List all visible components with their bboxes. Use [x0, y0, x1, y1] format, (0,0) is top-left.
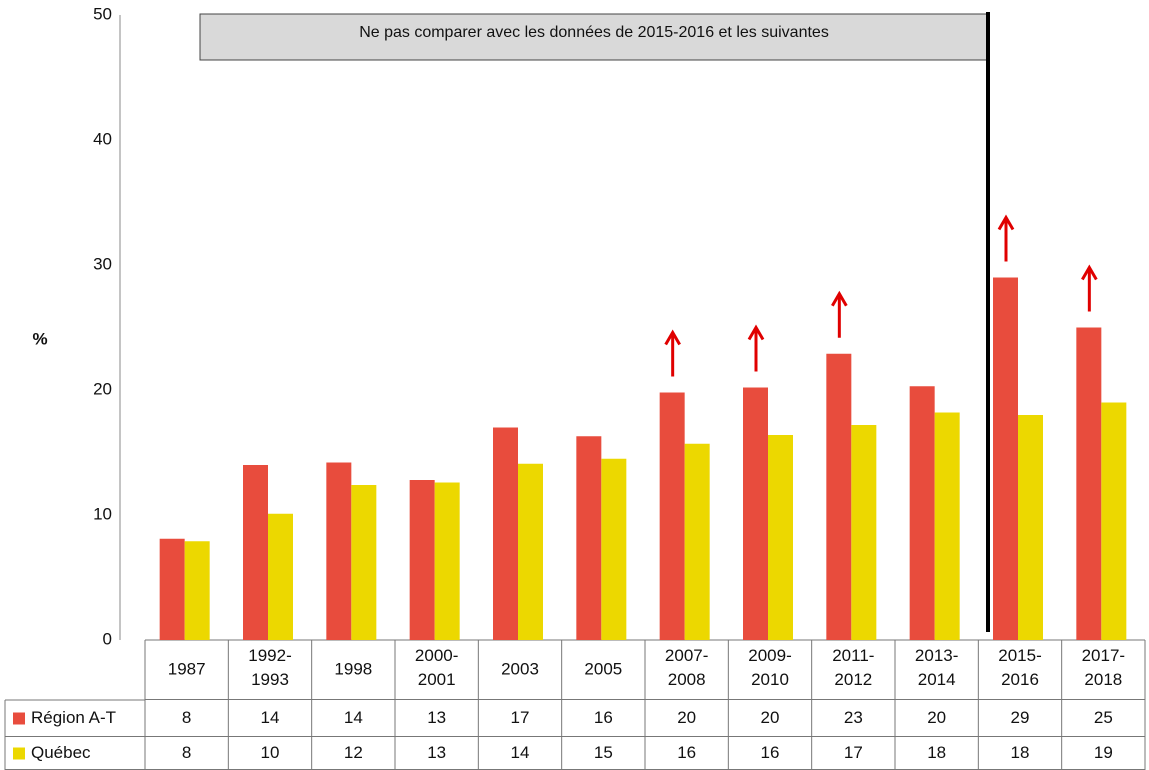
bar	[743, 387, 768, 640]
table-value: 19	[1094, 743, 1113, 762]
table-value: 10	[261, 743, 280, 762]
legend-swatch	[13, 747, 25, 760]
table-value: 17	[511, 708, 530, 727]
y-axis-label: %	[32, 329, 47, 348]
bar	[659, 392, 685, 640]
table-value: 20	[761, 708, 780, 727]
y-tick-label: 20	[93, 379, 112, 398]
x-tick-label: 2015-2016	[998, 646, 1041, 689]
table-value: 14	[511, 743, 530, 762]
significance-arrowhead	[747, 324, 765, 341]
bar	[826, 353, 852, 640]
y-tick-label: 40	[93, 129, 112, 148]
table-value: 13	[427, 743, 446, 762]
bar	[768, 435, 793, 640]
bar	[268, 513, 293, 640]
bar	[684, 443, 710, 640]
y-tick-label: 50	[93, 4, 112, 23]
y-tick-label: 30	[93, 254, 112, 273]
table-value: 16	[761, 743, 780, 762]
bar	[243, 465, 268, 640]
x-tick-label: 2003	[501, 659, 539, 678]
table-value: 18	[1011, 743, 1030, 762]
bar	[1076, 327, 1102, 640]
y-tick-label: 0	[103, 629, 112, 648]
annotation-box	[199, 13, 989, 61]
table-value: 18	[927, 743, 946, 762]
table-value: 16	[594, 708, 613, 727]
significance-arrowhead	[831, 290, 848, 307]
bar	[184, 541, 210, 640]
bar	[159, 538, 185, 640]
bar	[1101, 402, 1127, 640]
bar	[993, 277, 1018, 640]
x-tick-label: 2005	[584, 659, 622, 678]
significance-arrowhead	[997, 214, 1015, 231]
x-tick-label: 2013-2014	[915, 646, 958, 689]
bar	[601, 458, 627, 640]
table-value: 12	[344, 743, 363, 762]
legend-label: Région A-T	[31, 708, 116, 727]
table-value: 17	[844, 743, 863, 762]
x-tick-label: 1998	[334, 659, 372, 678]
x-tick-label: 2007-2008	[665, 646, 708, 689]
bar	[851, 425, 877, 640]
bar	[326, 462, 352, 640]
table-value: 20	[677, 708, 696, 727]
bar	[518, 463, 543, 640]
legend-label: Québec	[31, 743, 91, 762]
x-tick-label: 2009-2010	[748, 646, 791, 689]
x-tick-label: 1987	[168, 659, 206, 678]
annotation: Ne pas comparer avec les données de 2015…	[359, 24, 829, 41]
bar	[1018, 415, 1043, 640]
table-value: 15	[594, 743, 613, 762]
bar	[493, 427, 518, 640]
y-tick-label: 10	[93, 504, 112, 523]
bar	[576, 436, 602, 640]
table-value: 25	[1094, 708, 1113, 727]
x-tick-label: 1992-1993	[248, 646, 291, 689]
legend-swatch	[13, 712, 25, 725]
table-value: 23	[844, 708, 863, 727]
table-value: 16	[677, 743, 696, 762]
table-value: 29	[1011, 708, 1030, 727]
table-value: 13	[427, 708, 446, 727]
table-value: 20	[927, 708, 946, 727]
bar	[934, 412, 960, 640]
bar	[909, 386, 935, 640]
table-value: 14	[261, 708, 280, 727]
significance-arrowhead	[664, 329, 681, 346]
table-value: 14	[344, 708, 363, 727]
x-tick-label: 2011-2012	[832, 646, 874, 689]
bar	[351, 485, 377, 640]
bar	[434, 482, 460, 640]
table-value: 8	[182, 743, 191, 762]
bar	[409, 480, 435, 640]
significance-arrowhead	[1081, 264, 1098, 281]
x-tick-label: 2017-2018	[1082, 646, 1125, 689]
table-value: 8	[182, 708, 191, 727]
x-tick-label: 2000-2001	[415, 646, 458, 689]
